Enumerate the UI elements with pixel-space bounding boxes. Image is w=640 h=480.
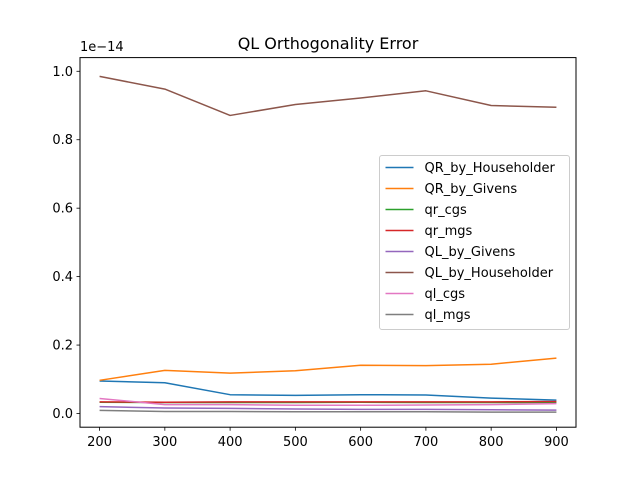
legend: QR_by_Householder QR_by_Givens qr_cgs qr_mg… (379, 155, 570, 330)
series-line-ql-by-householder (99, 75, 557, 117)
series-line-qr-by-givens (99, 357, 557, 382)
y-tick-label: 0.8 (52, 133, 73, 148)
axes-frame (79, 57, 577, 428)
y-tick-label: 1.0 (52, 65, 73, 80)
y-tick-label: 0.2 (52, 339, 73, 354)
y-axis-offset-label: 1e−14 (80, 40, 124, 55)
y-axis: 0.0 0.2 0.4 0.6 0.8 1.0 (52, 65, 80, 422)
x-tick-label: 200 (87, 435, 112, 450)
legend-label: QL_by_Householder (425, 266, 554, 281)
legend-label: qr_mgs (425, 224, 473, 239)
series-line-ql-cgs (99, 397, 557, 407)
y-tick-label: 0.4 (52, 270, 73, 285)
legend-label: QR_by_Householder (425, 161, 556, 176)
plot-area (99, 75, 557, 413)
x-tick-label: 900 (544, 435, 569, 450)
x-tick-label: 300 (152, 435, 177, 450)
x-axis: 200 300 400 500 600 700 800 900 (87, 427, 569, 450)
legend-label: qr_cgs (425, 203, 467, 218)
y-tick-label: 0.0 (52, 407, 73, 422)
x-tick-label: 500 (283, 435, 308, 450)
series-line-qr-by-householder (99, 380, 557, 401)
x-tick-label: 800 (479, 435, 504, 450)
legend-label: ql_cgs (425, 287, 466, 302)
legend-label: ql_mgs (425, 308, 471, 323)
legend-label: QL_by_Givens (425, 245, 516, 260)
legend-box (379, 155, 570, 330)
y-tick-label: 0.6 (52, 202, 73, 217)
x-tick-label: 700 (413, 435, 438, 450)
series-line-qr-mgs (99, 400, 557, 403)
series-line-ql-mgs (99, 409, 557, 413)
chart-title: QL Orthogonality Error (238, 34, 419, 53)
x-tick-label: 600 (348, 435, 373, 450)
series-line-ql-by-givens (99, 405, 557, 411)
x-tick-label: 400 (218, 435, 243, 450)
legend-label: QR_by_Givens (425, 182, 518, 197)
